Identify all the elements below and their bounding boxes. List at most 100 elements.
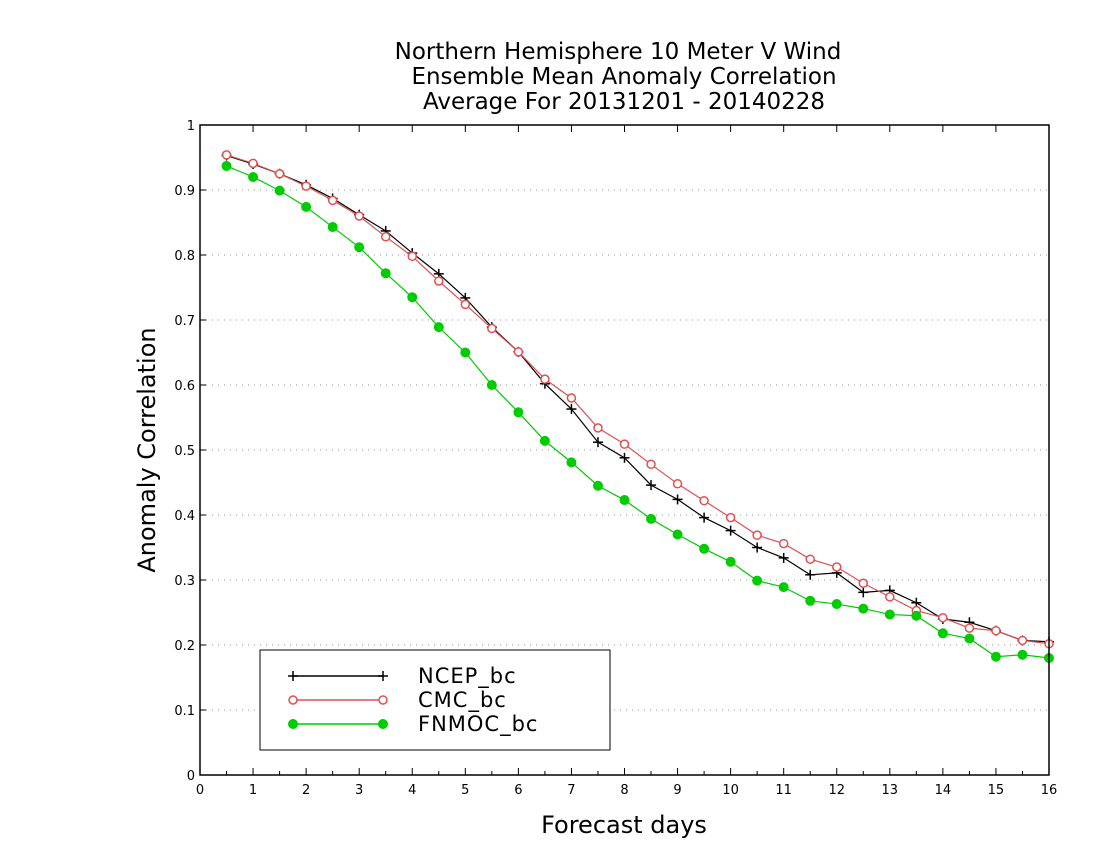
data-point-cmc-bc [699,495,709,506]
legend-marker-cmc-bc [378,695,388,705]
x-tick-label: 2 [302,783,310,798]
data-point-cmc-bc [1017,635,1028,646]
data-point-cmc-bc [593,423,603,433]
legend-label-cmc-bc: CMC_bc [418,688,507,713]
data-point-ncep-bc [752,542,763,553]
x-tick-label: 13 [882,783,899,798]
data-point-fnmoc-bc [592,480,603,491]
data-point-cmc-bc [964,623,975,633]
y-tick-label: 0.7 [174,314,195,329]
y-tick-label: 0.8 [174,249,195,264]
x-tick-label: 9 [673,783,681,798]
data-point-fnmoc-bc [274,185,285,196]
x-axis-label: Forecast days [541,811,707,839]
data-point-cmc-bc [274,169,285,179]
data-point-fnmoc-bc [964,633,975,644]
data-point-ncep-bc [619,452,630,463]
series-ncep-bc [221,150,1054,647]
data-point-fnmoc-bc [407,292,418,303]
data-point-fnmoc-bc [221,160,232,171]
x-tick-label: 3 [355,783,363,798]
series-layer [221,150,1054,663]
y-grid-lines [200,189,1049,711]
data-point-cmc-bc [725,512,736,523]
data-point-cmc-bc [513,347,524,357]
legend-entry-cmc-bc: CMC_bc [288,688,507,713]
x-tick-label: 11 [775,783,792,798]
legend-label-ncep-bc: NCEP_bc [418,664,517,689]
legend-label-fnmoc-bc: FNMOC_bc [418,712,538,737]
data-point-fnmoc-bc [460,347,471,358]
legend-marker-fnmoc-bc [288,719,298,729]
x-tick-label: 4 [408,783,416,798]
data-point-cmc-bc [885,592,895,602]
data-point-fnmoc-bc [433,322,444,333]
data-point-fnmoc-bc [911,610,922,621]
data-point-cmc-bc [778,538,789,549]
y-axis: 0 0.1 0.2 0.3 0.4 0.5 0.6 0.7 0.8 0.9 1 [174,119,206,784]
data-point-fnmoc-bc [619,495,630,506]
data-point-ncep-bc [858,587,869,598]
y-tick-label: 0.4 [174,509,195,524]
data-point-cmc-bc [858,578,869,588]
data-point-cmc-bc [221,150,232,160]
series-line-ncep-bc [226,154,1050,643]
data-point-fnmoc-bc [513,407,524,418]
data-point-fnmoc-bc [566,457,577,468]
x-axis: 0 1 2 3 4 5 6 7 8 9 10 11 12 13 14 15 16 [196,125,1057,798]
x-tick-label: 16 [1041,783,1058,798]
data-point-cmc-bc [407,251,417,262]
data-point-cmc-bc [566,393,577,403]
data-point-fnmoc-bc [699,543,710,554]
y-tick-label: 0.9 [174,184,195,199]
x-tick-label: 1 [249,783,257,798]
data-point-fnmoc-bc [354,242,365,253]
data-point-cmc-bc [248,158,258,169]
x-tick-label: 14 [935,783,952,798]
chart-title-line-3: Average For 20131201 - 20140228 [423,89,825,115]
data-point-fnmoc-bc [884,609,895,620]
data-point-fnmoc-bc [672,529,683,540]
data-point-fnmoc-bc [301,201,312,212]
data-point-cmc-bc [672,479,683,489]
series-fnmoc-bc [221,160,1054,663]
data-point-fnmoc-bc [248,172,259,182]
legend-entry-fnmoc-bc: FNMOC_bc [288,712,538,737]
data-point-fnmoc-bc [858,603,869,614]
data-point-cmc-bc [938,612,948,623]
y-tick-label: 0.2 [174,639,195,654]
data-point-fnmoc-bc [380,268,391,279]
x-tick-label: 6 [514,783,522,798]
data-point-cmc-bc [487,323,497,334]
data-point-ncep-bc [805,569,816,580]
x-tick-label: 5 [461,783,469,798]
data-point-cmc-bc [301,181,311,191]
data-point-fnmoc-bc [778,582,789,593]
data-point-ncep-bc [699,512,710,523]
y-tick-label: 0.5 [174,444,195,459]
data-point-fnmoc-bc [327,222,338,233]
legend-marker-fnmoc-bc [378,719,388,729]
data-point-ncep-bc [725,525,736,536]
data-point-fnmoc-bc [725,556,736,567]
data-point-cmc-bc [434,276,444,286]
x-tick-label: 7 [567,783,575,798]
data-point-cmc-bc [354,211,364,221]
data-point-ncep-bc [566,404,577,415]
data-point-cmc-bc [619,439,630,449]
data-point-fnmoc-bc [990,651,1001,662]
x-tick-label: 15 [988,783,1005,798]
series-line-fnmoc-bc [226,165,1050,659]
legend-marker-ncep-bc [378,671,388,681]
data-point-fnmoc-bc [646,513,657,524]
data-point-cmc-bc [991,625,1001,636]
data-point-cmc-bc [380,232,391,242]
data-point-cmc-bc [805,554,815,564]
data-point-cmc-bc [752,530,762,540]
data-point-fnmoc-bc [486,380,497,390]
data-point-fnmoc-bc [805,595,816,606]
chart-title-line-2: Ensemble Mean Anomaly Correlation [411,64,836,90]
x-tick-label: 10 [722,783,739,798]
chart-title: Northern Hemisphere 10 Meter V Wind Ense… [395,39,842,115]
